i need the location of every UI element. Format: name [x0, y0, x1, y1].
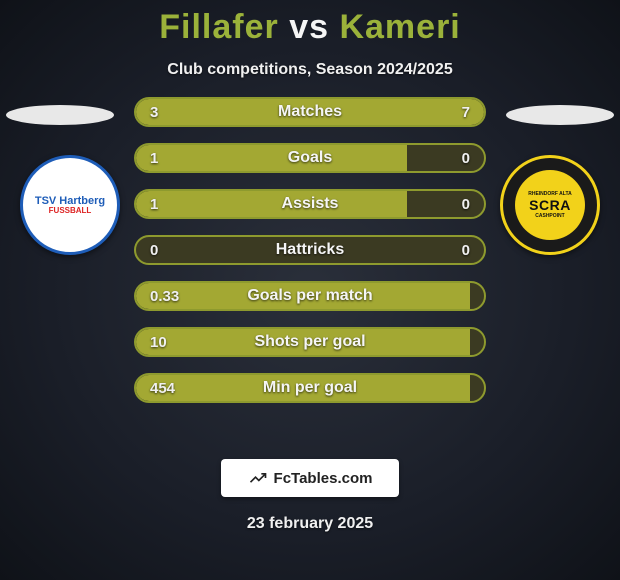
- comparison-title: Fillafer vs Kameri: [0, 0, 620, 47]
- stat-value-left: 454: [136, 375, 189, 401]
- team-badge-right-inner: RHEINDORF ALTA SCRA CASHPOINT: [515, 170, 585, 240]
- stat-value-left: 10: [136, 329, 181, 355]
- brand-text: FcTables.com: [274, 470, 373, 487]
- spotlight-left: [6, 105, 114, 125]
- stat-label: Shots per goal: [136, 329, 484, 355]
- stat-row: Assists1 0: [134, 189, 486, 219]
- team-right-sub: CASHPOINT: [535, 213, 564, 219]
- stat-value-left: 3: [136, 99, 172, 125]
- team-left-sub: FUSSBALL: [35, 207, 105, 216]
- stat-row: Min per goal454: [134, 373, 486, 403]
- stat-value-left: 0.33: [136, 283, 193, 309]
- subtitle: Club competitions, Season 2024/2025: [0, 61, 620, 79]
- stat-row: Hattricks0 0: [134, 235, 486, 265]
- stat-value-right: 7: [448, 99, 484, 125]
- stat-row: Shots per goal10: [134, 327, 486, 357]
- stat-value-left: 1: [136, 191, 172, 217]
- stat-row: Goals1 0: [134, 143, 486, 173]
- stat-value-left: 0: [136, 237, 172, 263]
- player1-name: Fillafer: [159, 8, 278, 46]
- date-label: 23 february 2025: [0, 515, 620, 533]
- stat-label: Hattricks: [136, 237, 484, 263]
- stat-value-right: 0: [448, 237, 484, 263]
- stat-bars: Matches37Goals10Assists10Hattricks00Goal…: [134, 97, 486, 419]
- team-badge-left-text: TSV Hartberg FUSSBALL: [35, 195, 105, 216]
- spotlight-right: [506, 105, 614, 125]
- stat-value-right: 0: [448, 145, 484, 171]
- stat-row: Goals per match0.33: [134, 281, 486, 311]
- team-badge-right: RHEINDORF ALTA SCRA CASHPOINT: [500, 155, 600, 255]
- brand-badge[interactable]: FcTables.com: [221, 459, 399, 497]
- team-left-main: TSV Hartberg: [35, 195, 105, 207]
- stat-label: Matches: [136, 99, 484, 125]
- stat-label: Assists: [136, 191, 484, 217]
- chart-icon: [248, 468, 268, 488]
- stat-value-left: 1: [136, 145, 172, 171]
- team-badge-left: TSV Hartberg FUSSBALL: [20, 155, 120, 255]
- player2-name: Kameri: [339, 8, 460, 46]
- stats-arena: TSV Hartberg FUSSBALL RHEINDORF ALTA SCR…: [0, 97, 620, 437]
- vs-label: vs: [289, 8, 329, 46]
- stat-label: Goals: [136, 145, 484, 171]
- stat-row: Matches3 7: [134, 97, 486, 127]
- stat-value-right: 0: [448, 191, 484, 217]
- team-right-main: SCRA: [529, 197, 571, 213]
